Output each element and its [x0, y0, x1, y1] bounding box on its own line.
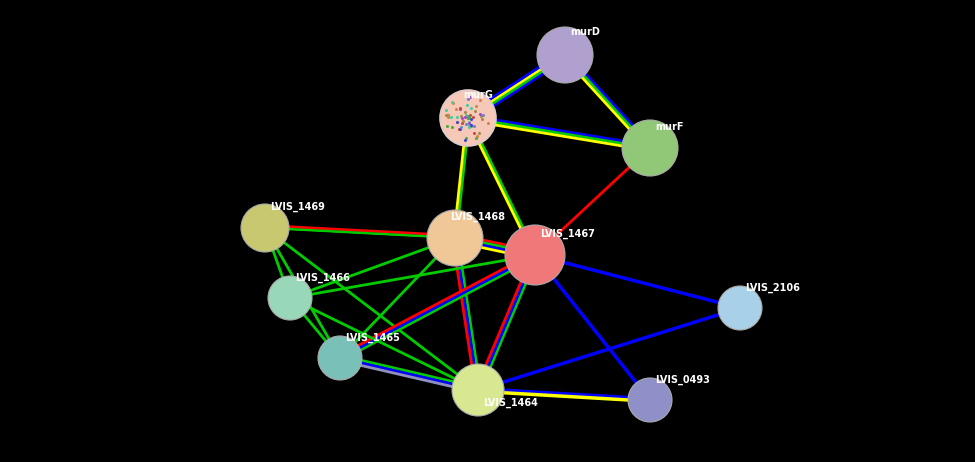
Text: LVIS_1465: LVIS_1465: [345, 333, 400, 343]
Circle shape: [440, 90, 496, 146]
Circle shape: [241, 204, 289, 252]
Text: LVIS_1467: LVIS_1467: [540, 229, 595, 239]
Text: LVIS_0493: LVIS_0493: [655, 375, 710, 385]
Text: LVIS_1464: LVIS_1464: [483, 398, 538, 408]
Circle shape: [718, 286, 762, 330]
Circle shape: [628, 378, 672, 422]
Text: LVIS_1468: LVIS_1468: [450, 212, 505, 222]
Text: murF: murF: [655, 122, 683, 132]
Circle shape: [268, 276, 312, 320]
Circle shape: [505, 225, 565, 285]
Circle shape: [537, 27, 593, 83]
Text: LVIS_1466: LVIS_1466: [295, 273, 350, 283]
Text: LVIS_2106: LVIS_2106: [745, 283, 799, 293]
Circle shape: [318, 336, 362, 380]
Text: murD: murD: [570, 27, 600, 37]
Text: LVIS_1469: LVIS_1469: [270, 202, 325, 212]
Text: murG: murG: [463, 90, 493, 100]
Circle shape: [427, 210, 483, 266]
Circle shape: [622, 120, 678, 176]
Circle shape: [452, 364, 504, 416]
